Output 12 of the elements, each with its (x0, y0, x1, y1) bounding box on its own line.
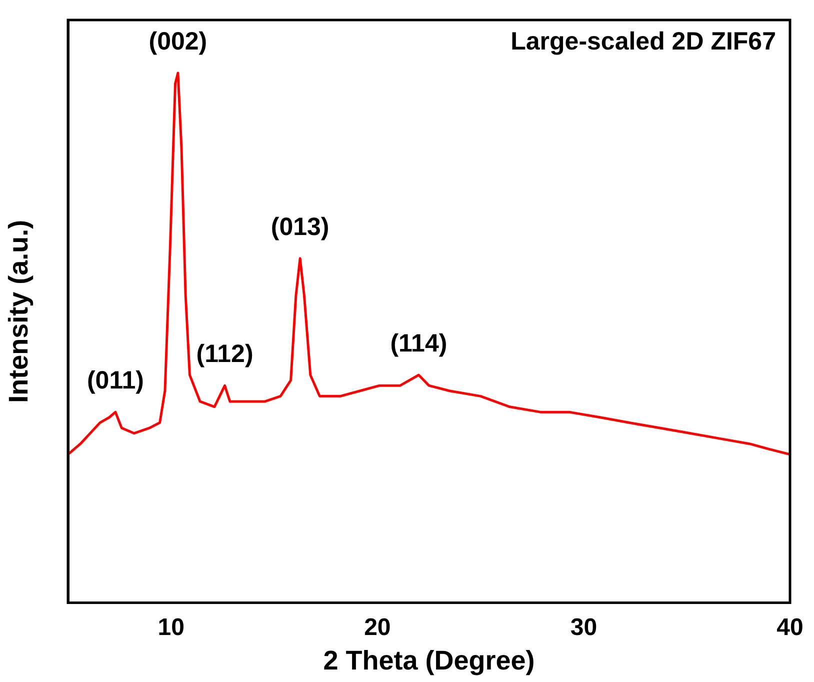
x-tick-label: 10 (158, 614, 184, 641)
annotation: (112) (196, 340, 254, 368)
y-axis-title: Intensity (a.u.) (4, 220, 34, 403)
x-tick-label: 20 (364, 614, 391, 641)
x-tick-label: 30 (570, 614, 598, 641)
annotation: (002) (148, 27, 208, 56)
text: Large-scaled 2D ZIF67 (510, 27, 776, 56)
annotation: (011) (86, 366, 144, 394)
x-tick-label: 40 (776, 614, 804, 641)
x-axis-title: 2 Theta (Degree) (323, 645, 535, 676)
annotation: (013) (270, 212, 330, 241)
annotation: (114) (390, 329, 448, 358)
